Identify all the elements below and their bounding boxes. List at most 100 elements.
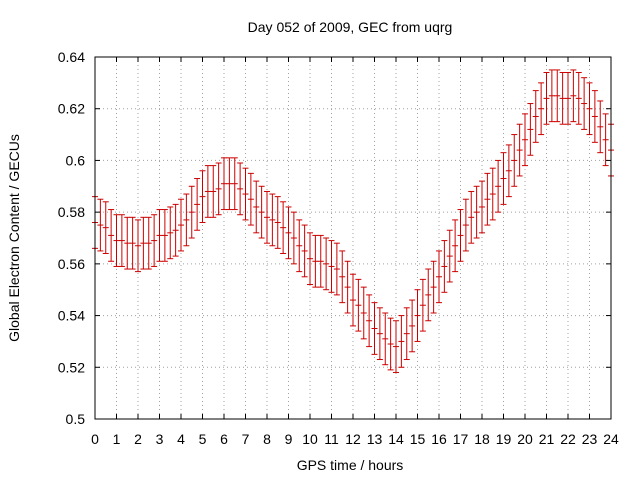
error-bar — [559, 72, 566, 125]
error-bar — [436, 250, 442, 304]
error-bar — [290, 211, 297, 265]
x-tick-label: 23 — [582, 431, 598, 447]
error-bar — [215, 162, 222, 216]
error-bar — [532, 90, 539, 143]
error-bar — [264, 190, 270, 244]
error-bar — [441, 240, 448, 293]
x-tick-label: 13 — [367, 431, 383, 447]
y-tick-label: 0.6 — [66, 152, 86, 168]
y-tick-label: 0.5 — [66, 411, 86, 427]
x-tick-label: 11 — [324, 431, 339, 447]
error-bar — [183, 193, 190, 247]
error-bar — [221, 157, 227, 211]
x-tick-label: 12 — [345, 431, 361, 447]
x-tick-label: 10 — [302, 431, 318, 447]
error-bar — [350, 273, 356, 327]
error-bar — [425, 268, 432, 322]
error-bar — [366, 294, 373, 348]
error-bar — [226, 157, 233, 211]
error-bar — [285, 206, 292, 260]
error-bar — [581, 77, 588, 130]
error-bar — [360, 286, 367, 340]
error-bar — [382, 312, 389, 366]
x-tick-label: 4 — [177, 431, 185, 447]
y-tick-label: 0.62 — [58, 101, 85, 117]
x-tick-label: 3 — [156, 431, 164, 447]
error-bar — [102, 201, 109, 255]
error-bar — [151, 214, 158, 267]
error-bar — [199, 170, 206, 223]
chart-title: Day 052 of 2009, GEC from uqrg — [248, 19, 453, 35]
error-bar — [570, 69, 577, 123]
error-bar — [473, 185, 480, 239]
error-bar — [371, 302, 378, 355]
error-bar — [258, 185, 265, 239]
error-bar — [398, 315, 405, 368]
error-bar — [548, 69, 555, 123]
x-tick-label: 9 — [285, 431, 293, 447]
error-bar — [543, 72, 550, 125]
error-bar — [344, 260, 351, 314]
error-bar — [527, 103, 534, 156]
error-bar — [129, 216, 136, 270]
grid — [95, 57, 611, 419]
y-tick-label: 0.52 — [58, 359, 85, 375]
y-tick-label: 0.64 — [58, 49, 85, 65]
error-bar — [376, 307, 383, 361]
error-bar — [505, 144, 512, 198]
error-bar — [188, 185, 195, 239]
error-bar — [108, 209, 115, 262]
error-bar — [317, 234, 324, 288]
error-bar — [247, 172, 254, 226]
x-tick-label: 15 — [410, 431, 426, 447]
x-tick-label: 14 — [388, 431, 404, 447]
error-bar — [210, 165, 217, 218]
error-bar — [237, 162, 244, 216]
error-bar — [430, 260, 437, 314]
x-tick-label: 17 — [453, 431, 469, 447]
error-bar — [409, 299, 416, 353]
y-tick-labels: 0.5 0.52 0.54 0.56 0.58 0.6 0.62 0.64 — [58, 49, 85, 427]
y-axis-label: Global Electron Content / GECUs — [6, 134, 22, 342]
error-bar — [586, 82, 593, 136]
x-tick-label: 7 — [242, 431, 250, 447]
error-bar — [597, 100, 604, 154]
axis-ticks — [94, 56, 612, 420]
error-bar — [156, 209, 163, 262]
error-bar — [333, 242, 340, 296]
error-bar — [269, 193, 276, 247]
error-bar — [489, 167, 496, 221]
x-tick-label: 18 — [474, 431, 490, 447]
error-bar — [457, 209, 464, 262]
y-tick-label: 0.58 — [58, 204, 85, 220]
error-bar — [355, 278, 362, 332]
error-bar — [479, 180, 485, 234]
error-bar — [511, 134, 518, 187]
x-tick-label: 16 — [431, 431, 447, 447]
x-tick-label: 6 — [220, 431, 228, 447]
error-bar — [500, 152, 507, 205]
error-bar — [446, 229, 453, 283]
x-tick-label: 21 — [539, 431, 555, 447]
error-bar — [323, 237, 330, 291]
y-tick-label: 0.54 — [58, 308, 85, 324]
error-bars — [92, 69, 614, 373]
x-tick-label: 1 — [113, 431, 121, 447]
error-bar — [565, 72, 571, 125]
error-bar — [328, 240, 335, 293]
error-bar — [124, 216, 131, 270]
error-bar — [145, 216, 152, 270]
error-bar — [387, 317, 394, 371]
x-tick-label: 5 — [199, 431, 207, 447]
error-bar — [484, 172, 491, 226]
error-bar — [113, 214, 120, 267]
x-tick-label: 20 — [517, 431, 533, 447]
error-bar — [452, 219, 459, 273]
error-bar — [538, 82, 545, 136]
error-bar — [194, 178, 201, 231]
error-bar — [97, 198, 104, 252]
error-bar — [575, 72, 582, 125]
x-axis-label: GPS time / hours — [297, 457, 404, 473]
error-bar — [393, 320, 399, 373]
